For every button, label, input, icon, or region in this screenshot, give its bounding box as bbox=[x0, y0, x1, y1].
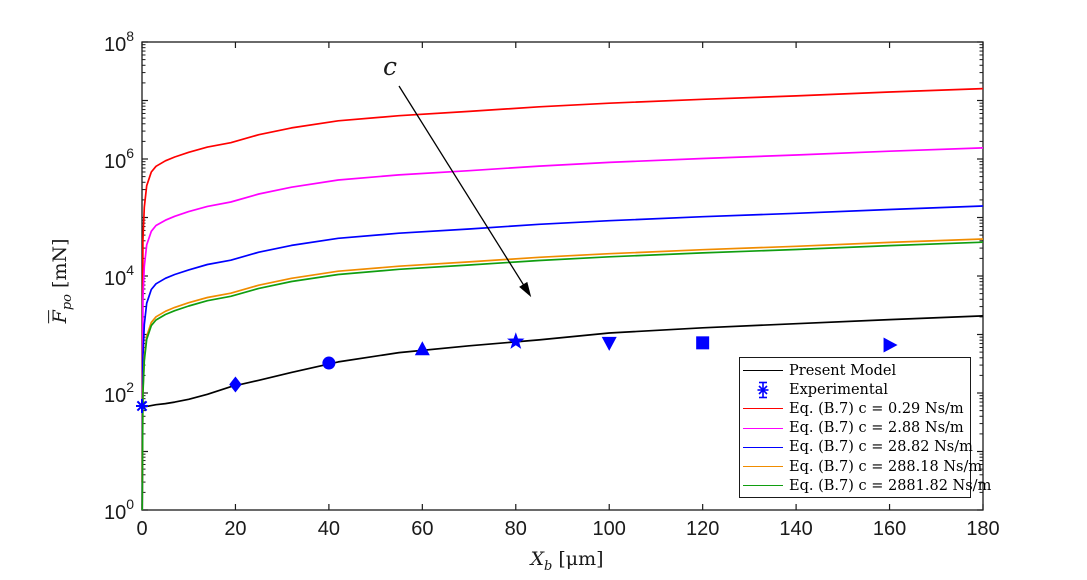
x-tick-label: 80 bbox=[505, 518, 527, 540]
legend-label: Experimental bbox=[789, 381, 888, 398]
series-line-2 bbox=[141, 147, 984, 511]
x-tick-label: 160 bbox=[873, 518, 906, 540]
y-tick-label: 104 bbox=[104, 262, 134, 290]
legend-row-5: Eq. (B.7) c = 288.18 Ns/m bbox=[740, 457, 982, 476]
x-axis-label: Xb [μm] bbox=[487, 548, 647, 574]
legend-label: Eq. (B.7) c = 0.29 Ns/m bbox=[789, 400, 964, 417]
legend-label: Present Model bbox=[789, 362, 897, 379]
legend-label: Eq. (B.7) c = 2881.82 Ns/m bbox=[789, 477, 992, 494]
legend-row-3: Eq. (B.7) c = 2.88 Ns/m bbox=[740, 419, 970, 438]
experimental-marker-asterisk bbox=[136, 400, 148, 412]
legend-line-swatch bbox=[743, 370, 783, 372]
x-axis-unit: [μm] bbox=[558, 548, 604, 570]
y-axis-label: Fpo [mN] bbox=[49, 191, 75, 371]
experimental-marker-triangle-up bbox=[414, 341, 430, 356]
x-tick-label: 40 bbox=[318, 518, 340, 540]
experimental-marker-star bbox=[507, 332, 525, 349]
x-tick-label: 20 bbox=[224, 518, 246, 540]
annotation-arrow bbox=[398, 85, 529, 293]
y-axis-unit: [mN] bbox=[49, 238, 72, 288]
legend-row-1: Experimental bbox=[740, 380, 970, 399]
legend-box: Present Model Experimental Eq. (B.7) c = … bbox=[739, 357, 991, 498]
x-tick-label: 140 bbox=[779, 518, 812, 540]
x-tick-label: 0 bbox=[136, 518, 147, 540]
annotation-arrowhead bbox=[519, 281, 532, 298]
y-tick-label: 100 bbox=[104, 496, 134, 524]
x-tick-label: 100 bbox=[593, 518, 626, 540]
x-axis-subscript: b bbox=[543, 558, 553, 574]
experimental-marker-square bbox=[696, 336, 710, 350]
legend-label: Eq. (B.7) c = 288.18 Ns/m bbox=[789, 458, 983, 475]
x-tick-label: 60 bbox=[411, 518, 433, 540]
y-axis-symbol: F bbox=[49, 310, 72, 324]
legend-line-swatch bbox=[743, 466, 783, 468]
series-line-1 bbox=[141, 87, 984, 483]
series-line-0 bbox=[142, 315, 984, 408]
legend-label: Eq. (B.7) c = 28.82 Ns/m bbox=[789, 439, 973, 456]
legend-label: Eq. (B.7) c = 2.88 Ns/m bbox=[789, 420, 964, 437]
legend-row-6: Eq. (B.7) c = 2881.82 Ns/m bbox=[740, 476, 991, 495]
annotation-c-label: c bbox=[383, 52, 398, 81]
legend-line-sample bbox=[740, 370, 786, 372]
legend-line-sample bbox=[740, 408, 786, 410]
experimental-marker-triangle-right bbox=[883, 337, 898, 353]
experimental-marker-triangle-down bbox=[601, 336, 617, 351]
legend-line-sample bbox=[740, 427, 786, 429]
legend-line-sample bbox=[740, 466, 786, 468]
series-line-3 bbox=[141, 205, 984, 511]
experimental-marker-diamond bbox=[229, 376, 242, 393]
legend-line-swatch bbox=[743, 485, 783, 487]
x-axis-symbol: X bbox=[530, 548, 544, 570]
legend-line-swatch bbox=[743, 408, 783, 410]
y-axis-subscript: po bbox=[59, 293, 75, 311]
y-tick-label: 106 bbox=[104, 145, 134, 173]
legend-row-0: Present Model bbox=[740, 361, 970, 380]
legend-row-4: Eq. (B.7) c = 28.82 Ns/m bbox=[740, 438, 973, 457]
x-tick-label: 180 bbox=[966, 518, 999, 540]
legend-errorbar-asterisk-icon bbox=[740, 381, 786, 399]
legend-line-sample bbox=[740, 446, 786, 448]
series-line-4 bbox=[141, 238, 984, 511]
legend-line-swatch bbox=[743, 427, 783, 429]
y-tick-label: 108 bbox=[104, 28, 134, 56]
series-line-5 bbox=[141, 241, 984, 511]
legend-line-sample bbox=[740, 485, 786, 487]
legend-row-2: Eq. (B.7) c = 0.29 Ns/m bbox=[740, 399, 970, 418]
errorbar-asterisk-icon bbox=[757, 381, 769, 399]
y-tick-label: 102 bbox=[104, 379, 134, 407]
legend-line-swatch bbox=[743, 446, 783, 448]
experimental-marker-circle bbox=[322, 356, 336, 370]
x-tick-label: 120 bbox=[686, 518, 719, 540]
